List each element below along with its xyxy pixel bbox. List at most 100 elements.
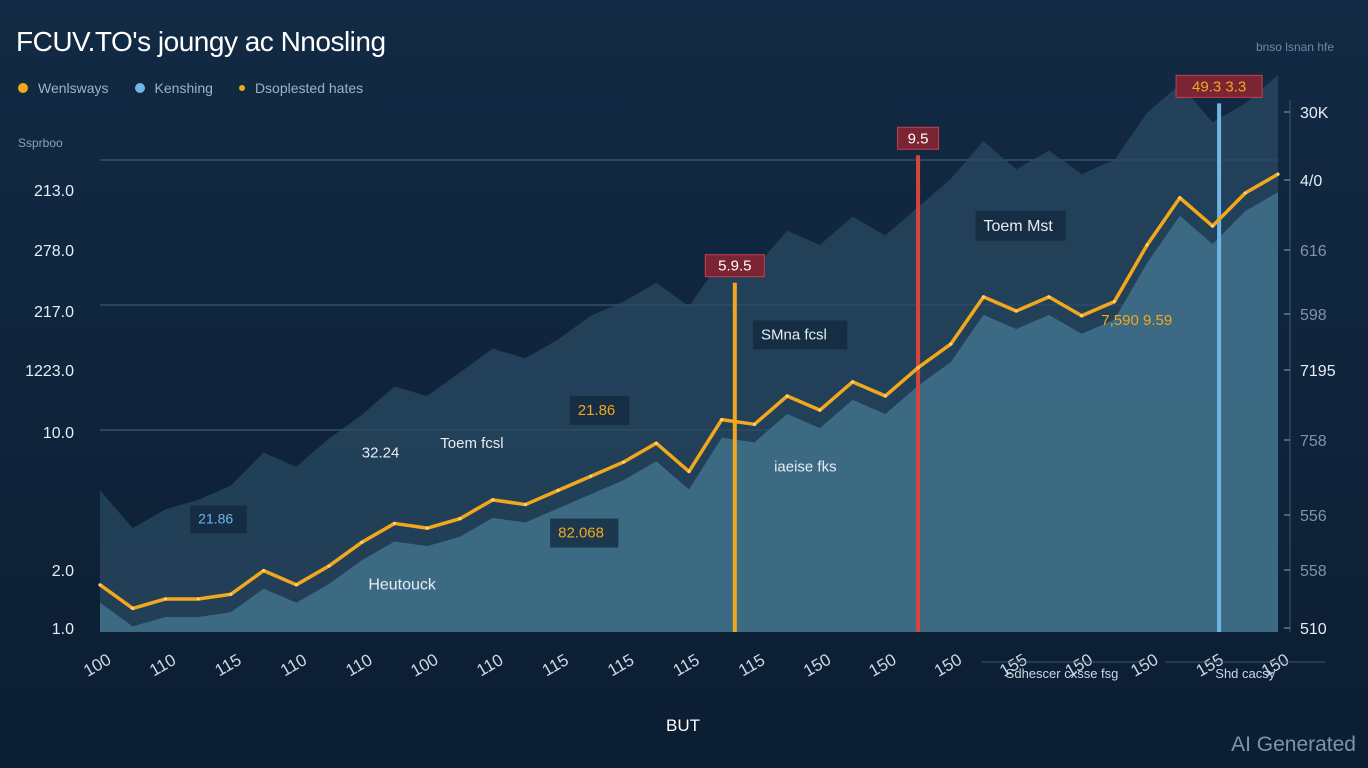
top-right-label: bnso lsnan hfe	[1255, 40, 1334, 54]
series-point-14	[523, 502, 527, 507]
legend-item-2: Kenshing	[134, 80, 213, 96]
y-tick-left-4: 1223.0	[25, 363, 74, 380]
y-tick-left-8: 1.0	[52, 621, 74, 638]
annotation-6: 82.068	[558, 525, 604, 542]
x-tick-6: 100	[407, 650, 441, 681]
legend-item-3: Dsoplested hates	[238, 80, 364, 96]
annotation-box-6	[550, 518, 619, 548]
series-point-36	[1243, 191, 1247, 195]
series-point-13	[491, 498, 495, 502]
legend-swatch-3	[238, 85, 245, 91]
series-point-29	[1014, 309, 1018, 313]
y-tick-left-1: 213.0	[34, 183, 74, 200]
y-tick-left-2: 278.0	[34, 243, 74, 260]
y-tick-right-8: 558	[1300, 563, 1327, 580]
y-tick-left-3: 217.0	[34, 304, 74, 321]
x-axis-title: BUT	[666, 716, 700, 735]
series-point-20	[720, 418, 724, 422]
watermark: AI Generated	[1231, 733, 1356, 756]
series-point-33	[1145, 243, 1149, 247]
series-point-12	[458, 517, 462, 521]
bottom-note-2: Shd cacsy	[1215, 666, 1275, 681]
legend: Wenlsways Kenshing Dsoplested hates	[18, 80, 363, 96]
series-point-35	[1210, 224, 1215, 228]
x-tick-11: 115	[735, 650, 768, 680]
series-point-1	[98, 583, 102, 587]
annotation-5: 21.86	[578, 402, 616, 419]
legend-swatch-1	[18, 83, 28, 93]
series-point-32	[1112, 300, 1116, 304]
legend-swatch-2	[134, 83, 145, 93]
x-tick-8: 115	[539, 650, 572, 680]
y-tick-right-3: 616	[1300, 243, 1327, 260]
series-point-11	[425, 526, 429, 530]
series-point-9	[360, 540, 364, 544]
marker-tag-label-1: 5.9.5	[718, 258, 751, 275]
legend-label-3: Dsoplested hates	[254, 80, 364, 96]
series-point-18	[654, 441, 658, 445]
marker-tag-3	[1175, 74, 1263, 98]
annotation-7: SMna fcsl	[761, 326, 827, 343]
chart-title: FCUV.TO's joungy ac Nnosling	[16, 26, 386, 57]
series-point-24	[851, 380, 855, 384]
annotation-10: 7,590 9.59	[1101, 312, 1172, 329]
series-point-6	[262, 569, 266, 573]
x-tick-3: 115	[212, 650, 245, 680]
x-tick-1: 100	[80, 650, 114, 681]
annotation-9: Toem Mst	[984, 218, 1054, 235]
series-point-4	[196, 597, 200, 601]
annotation-1: Heutouck	[368, 577, 437, 594]
series-point-26	[916, 366, 920, 370]
annotation-8: iaeise fks	[774, 459, 837, 476]
legend-label-1: Wenlsways	[38, 80, 109, 96]
series-point-37	[1276, 172, 1280, 176]
y-tick-right-5: 7195	[1300, 363, 1336, 380]
series-point-2	[131, 606, 135, 611]
marker-tag-label-3: 49.3 3.3	[1192, 78, 1246, 95]
y-tick-right-6: 758	[1300, 433, 1327, 450]
series-point-3	[163, 597, 168, 601]
series-point-5	[229, 592, 233, 596]
series-point-21	[752, 422, 757, 426]
marker-tag-label-2: 9.5	[908, 130, 929, 147]
series-point-19	[687, 469, 691, 474]
series-point-23	[818, 408, 822, 412]
y-tick-left-7: 2.0	[52, 563, 74, 580]
annotation-3: 32.24	[362, 444, 400, 461]
y-tick-right-4: 598	[1300, 307, 1327, 324]
x-tick-4: 110	[277, 650, 310, 680]
x-tick-13: 150	[866, 650, 900, 681]
y-tick-right-7: 556	[1300, 508, 1327, 525]
series-point-31	[1080, 314, 1084, 318]
annotation-box-9	[975, 210, 1066, 241]
x-tick-12: 150	[800, 650, 834, 681]
annotation-2: 21.86	[198, 510, 233, 526]
annotation-4: Toem fcsl	[440, 435, 503, 452]
x-tick-2: 110	[146, 650, 179, 680]
series-point-7	[294, 583, 298, 587]
bottom-note-1: Sdhescer cxsse fsg	[1006, 666, 1119, 681]
y-tick-left-5: 10.0	[43, 425, 74, 442]
series-point-10	[392, 521, 397, 526]
x-tick-5: 110	[343, 650, 376, 680]
series-point-34	[1178, 196, 1182, 200]
x-tick-14: 150	[931, 650, 965, 681]
series-point-15	[556, 488, 560, 492]
legend-label-2: Kenshing	[154, 80, 213, 96]
x-tick-7: 110	[473, 650, 506, 680]
series-point-17	[621, 460, 626, 464]
y-tick-right-9: 510	[1300, 621, 1327, 638]
annotation-box-5	[569, 395, 630, 425]
series-point-8	[327, 564, 331, 568]
x-tick-9: 115	[604, 650, 637, 680]
series-point-27	[949, 342, 953, 346]
unit-label: Ssprboo	[18, 136, 63, 150]
y-tick-right-2: 4/0	[1300, 173, 1322, 190]
y-tick-right-1: 30K	[1300, 105, 1329, 122]
annotation-box-7	[752, 320, 848, 350]
series-area	[100, 192, 1278, 632]
marker-tag-2	[897, 126, 940, 150]
series-point-16	[589, 474, 593, 478]
x-tick-10: 115	[670, 650, 703, 680]
